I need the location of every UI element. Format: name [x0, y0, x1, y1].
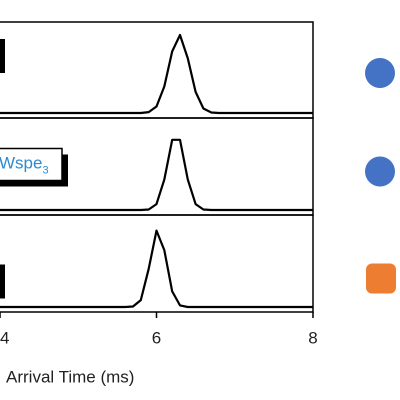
- marker: [365, 58, 395, 88]
- label-edge: [0, 39, 5, 73]
- annotation-text: Wspe: [0, 154, 42, 173]
- marker: [366, 263, 396, 294]
- x-tick-label: 8: [308, 328, 317, 347]
- trace: [0, 229, 313, 309]
- label-edge: [0, 264, 5, 299]
- x-axis-label: Arrival Time (ms): [6, 367, 134, 386]
- annotation: Wspe3: [0, 154, 49, 176]
- label-box: [0, 147, 63, 182]
- x-tick-label: 6: [152, 328, 161, 347]
- trace: [0, 138, 313, 212]
- panel-frame: [0, 214, 314, 313]
- trace: [0, 33, 313, 115]
- x-tick-label: 4: [0, 328, 9, 347]
- marker: [365, 156, 395, 187]
- annotation-sub: 3: [42, 164, 48, 176]
